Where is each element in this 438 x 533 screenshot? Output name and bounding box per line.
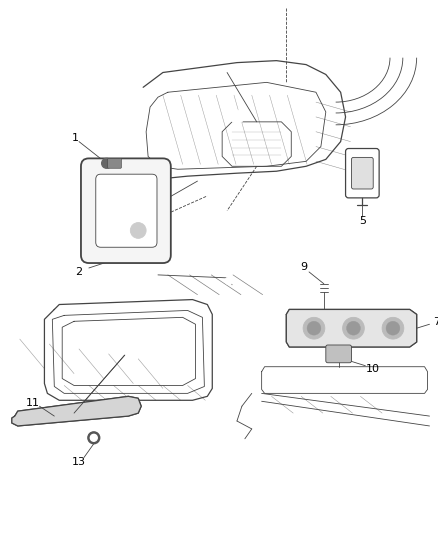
Circle shape [346,321,360,335]
FancyBboxPatch shape [108,158,121,168]
Circle shape [230,110,244,124]
Circle shape [386,321,400,335]
Circle shape [309,375,323,389]
Circle shape [102,158,112,168]
Circle shape [307,321,321,335]
Text: 7: 7 [433,317,438,327]
Circle shape [88,432,100,444]
Circle shape [90,434,97,441]
FancyBboxPatch shape [351,157,373,189]
Polygon shape [286,310,417,347]
Text: 1: 1 [71,133,78,143]
Text: 10: 10 [366,364,380,374]
Text: 11: 11 [25,398,39,408]
Text: 13: 13 [72,457,86,467]
Polygon shape [12,397,141,426]
FancyBboxPatch shape [326,345,351,363]
Circle shape [124,346,133,356]
Circle shape [225,277,233,285]
Text: 5: 5 [359,215,366,225]
FancyBboxPatch shape [346,149,379,198]
FancyBboxPatch shape [96,174,157,247]
FancyBboxPatch shape [81,158,171,263]
Circle shape [303,317,325,339]
Circle shape [131,223,146,238]
Circle shape [343,317,364,339]
Circle shape [382,317,404,339]
Text: 9: 9 [300,262,307,272]
Text: 2: 2 [75,267,82,277]
